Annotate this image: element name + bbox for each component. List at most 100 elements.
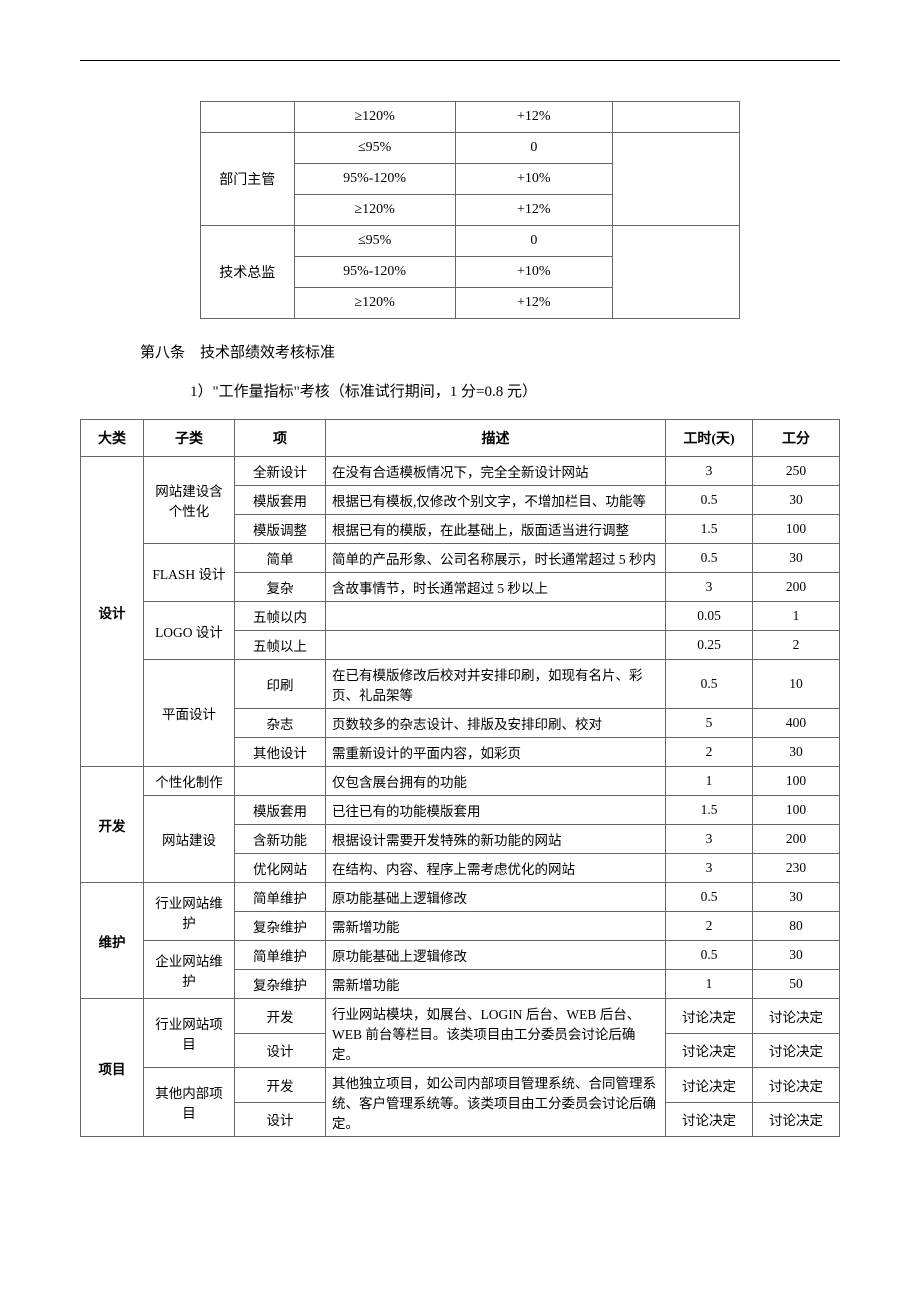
document-page: ≥120% +12% 部门主管 ≤95% 0 95%-120% +10% ≥12… [80, 60, 840, 1137]
table-row: 维护 行业网站维护 简单维护 原功能基础上逻辑修改 0.5 30 [81, 883, 840, 912]
table-row: 开发 个性化制作 仅包含展台拥有的功能 1 100 [81, 767, 840, 796]
cell-item: 五帧以内 [235, 602, 326, 631]
cell-hr: 3 [666, 573, 753, 602]
cell-item: 复杂 [235, 573, 326, 602]
cell-range: ≤95% [294, 133, 455, 164]
col-desc: 描述 [326, 420, 666, 457]
cell-desc: 需新增功能 [326, 970, 666, 999]
table-header-row: 大类 子类 项 描述 工时(天) 工分 [81, 420, 840, 457]
cell-bonus: +10% [455, 164, 612, 195]
cell-hr: 0.5 [666, 883, 753, 912]
cell-desc: 根据已有模板,仅修改个别文字，不增加栏目、功能等 [326, 486, 666, 515]
cell-pt: 10 [753, 660, 840, 709]
table-row: 其他内部项目 开发 其他独立项目，如公司内部项目管理系统、合同管理系统、客户管理… [81, 1068, 840, 1103]
table-row: 项目 行业网站项目 开发 行业网站模块，如展台、LOGIN 后台、WEB 后台、… [81, 999, 840, 1034]
cell-desc: 需新增功能 [326, 912, 666, 941]
cell-desc: 在没有合适模板情况下，完全全新设计网站 [326, 457, 666, 486]
cell-pt: 200 [753, 825, 840, 854]
table-row: 企业网站维护 简单维护 原功能基础上逻辑修改 0.5 30 [81, 941, 840, 970]
cell-pt: 100 [753, 767, 840, 796]
cell-hr: 讨论决定 [666, 999, 753, 1034]
cell-desc: 在结构、内容、程序上需考虑优化的网站 [326, 854, 666, 883]
cell-pt: 1 [753, 602, 840, 631]
cell-item: 复杂维护 [235, 970, 326, 999]
cell-item: 五帧以上 [235, 631, 326, 660]
cell-bonus: +12% [455, 195, 612, 226]
cell-pt: 100 [753, 515, 840, 544]
cell-desc: 简单的产品形象、公司名称展示，时长通常超过 5 秒内 [326, 544, 666, 573]
cell-item: 简单 [235, 544, 326, 573]
cell-note [613, 133, 740, 226]
cell-hr: 5 [666, 709, 753, 738]
sub-logo: LOGO 设计 [144, 602, 235, 660]
cell-desc: 行业网站模块，如展台、LOGIN 后台、WEB 后台、WEB 前台等栏目。该类项… [326, 999, 666, 1068]
cell-desc: 已往已有的功能模版套用 [326, 796, 666, 825]
table-row: 部门主管 ≤95% 0 [201, 133, 740, 164]
cell-hr: 3 [666, 854, 753, 883]
cat-maint: 维护 [81, 883, 144, 999]
sub-website: 网站建设含个性化 [144, 457, 235, 544]
cell-note [613, 102, 740, 133]
cell-hr: 1.5 [666, 515, 753, 544]
cell-hr: 2 [666, 738, 753, 767]
cell-item: 设计 [235, 1033, 326, 1068]
cell-hr: 3 [666, 457, 753, 486]
col-subcategory: 子类 [144, 420, 235, 457]
cell-pt: 30 [753, 738, 840, 767]
cat-dev: 开发 [81, 767, 144, 883]
cell-desc [326, 631, 666, 660]
cell-hr: 讨论决定 [666, 1068, 753, 1103]
cell-pt: 80 [753, 912, 840, 941]
cell-pt: 讨论决定 [753, 999, 840, 1034]
cell-hr: 0.5 [666, 544, 753, 573]
cell-item: 模版调整 [235, 515, 326, 544]
cat-proj: 项目 [81, 999, 144, 1137]
cell-pt: 50 [753, 970, 840, 999]
cell-bonus: 0 [455, 226, 612, 257]
cell-desc: 仅包含展台拥有的功能 [326, 767, 666, 796]
cell-pt: 30 [753, 544, 840, 573]
cell-desc: 原功能基础上逻辑修改 [326, 883, 666, 912]
cell-item: 其他设计 [235, 738, 326, 767]
cell-desc: 根据设计需要开发特殊的新功能的网站 [326, 825, 666, 854]
cell-range: 95%-120% [294, 164, 455, 195]
cell-pt: 讨论决定 [753, 1102, 840, 1137]
workload-table: 大类 子类 项 描述 工时(天) 工分 设计 网站建设含个性化 全新设计 在没有… [80, 419, 840, 1137]
cell-hr: 1.5 [666, 796, 753, 825]
sub-flash: FLASH 设计 [144, 544, 235, 602]
cell-item: 全新设计 [235, 457, 326, 486]
cell-note [613, 226, 740, 319]
cell-item: 优化网站 [235, 854, 326, 883]
cell-item [235, 767, 326, 796]
cell-item: 简单维护 [235, 883, 326, 912]
article-8-heading: 第八条 技术部绩效考核标准 [140, 341, 840, 362]
cell-desc: 页数较多的杂志设计、排版及安排印刷、校对 [326, 709, 666, 738]
col-hours: 工时(天) [666, 420, 753, 457]
cell-desc [326, 602, 666, 631]
table-row: 设计 网站建设含个性化 全新设计 在没有合适模板情况下，完全全新设计网站 3 2… [81, 457, 840, 486]
cell-item: 模版套用 [235, 796, 326, 825]
cell-pt: 250 [753, 457, 840, 486]
cell-desc: 根据已有的模版，在此基础上，版面适当进行调整 [326, 515, 666, 544]
cell-pt: 100 [753, 796, 840, 825]
sub-industry: 行业网站维护 [144, 883, 235, 941]
bonus-table: ≥120% +12% 部门主管 ≤95% 0 95%-120% +10% ≥12… [200, 101, 740, 319]
cell-desc: 在已有模版修改后校对并安排印刷，如现有名片、彩页、礼品架等 [326, 660, 666, 709]
cell-bonus: 0 [455, 133, 612, 164]
cell-desc: 其他独立项目，如公司内部项目管理系统、合同管理系统、客户管理系统等。该类项目由工… [326, 1068, 666, 1137]
cell-pt: 30 [753, 883, 840, 912]
cell-hr: 0.5 [666, 941, 753, 970]
cell-role: 部门主管 [201, 133, 295, 226]
cell-pt: 讨论决定 [753, 1068, 840, 1103]
cell-desc: 原功能基础上逻辑修改 [326, 941, 666, 970]
cell-item: 开发 [235, 1068, 326, 1103]
cell-item: 模版套用 [235, 486, 326, 515]
cell-pt: 30 [753, 941, 840, 970]
cell-hr: 0.5 [666, 486, 753, 515]
col-category: 大类 [81, 420, 144, 457]
sub-graphic: 平面设计 [144, 660, 235, 767]
table-row: LOGO 设计 五帧以内 0.05 1 [81, 602, 840, 631]
cell-range: ≥120% [294, 102, 455, 133]
cell-bonus: +12% [455, 102, 612, 133]
table-row: ≥120% +12% [201, 102, 740, 133]
